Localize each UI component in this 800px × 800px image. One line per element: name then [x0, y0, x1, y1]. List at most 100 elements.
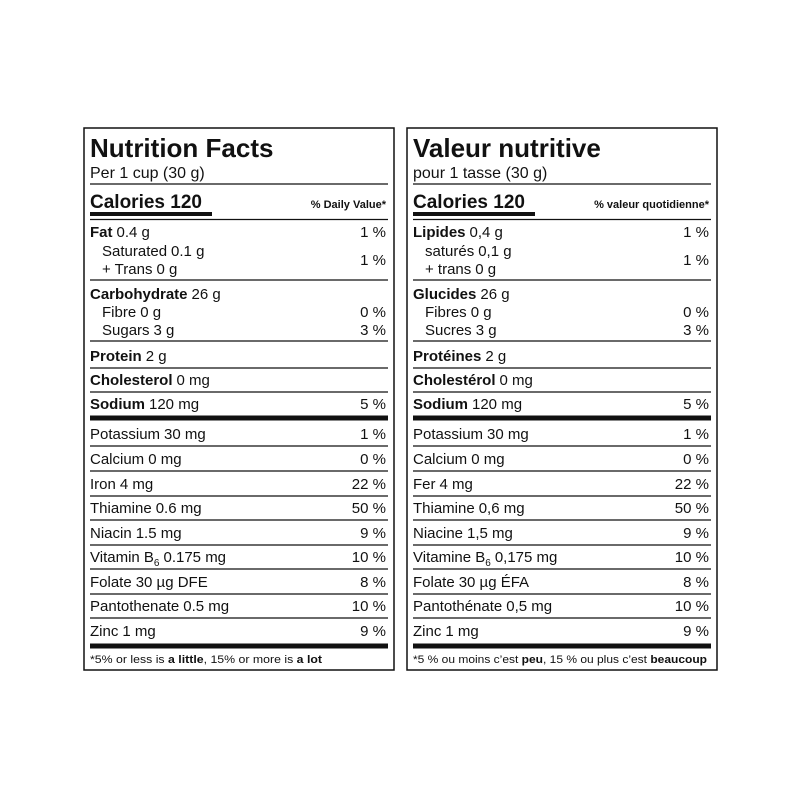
nutrient-amount: 26 g [480, 286, 509, 303]
nutrient: Niacin 1.5 mg [90, 525, 182, 542]
nutrient-amount: 0 mg [471, 451, 504, 468]
daily-value: 9 % [683, 623, 709, 640]
nutrient: Iron 4 mg [90, 476, 153, 493]
nutrient-amount: 26 g [192, 286, 221, 303]
nutrient-amount: 120 mg [472, 396, 522, 413]
nutrient-amount: 0 mg [148, 451, 181, 468]
daily-value: 0 % [683, 451, 709, 468]
nutrient: Zinc 1 mg [90, 623, 156, 640]
footnote: *5% or less is a little, 15% or more is … [90, 654, 322, 666]
nutrient-amount: 30 mg [487, 426, 529, 443]
nutrient-name: Fibres [425, 304, 467, 321]
nutrient-name: Potassium [90, 426, 160, 443]
daily-value: 8 % [360, 574, 386, 591]
daily-value: 10 % [352, 549, 386, 566]
nutrient-amount: 120 mg [149, 396, 199, 413]
dv-header: % Daily Value* [311, 199, 387, 211]
nutrient-amount: 1 mg [445, 623, 478, 640]
nutrient: Protein 2 g [90, 348, 167, 365]
nutrient-amount: 30 mg [164, 426, 206, 443]
nutrient: Sucres 3 g [425, 322, 497, 339]
nutrient: Fibres 0 g [425, 304, 492, 321]
nutrient: Thiamine 0.6 mg [90, 500, 202, 517]
nutrient-name: Sodium [413, 396, 468, 413]
nutrient: Vitamine B6 0,175 mg [413, 549, 557, 569]
calories-underline [90, 212, 212, 216]
nutrient-amount: 0,4 g [470, 224, 503, 241]
nutrient-amount: 0,175 mg [495, 549, 558, 566]
footnote-part: a little [168, 654, 204, 666]
nutrient-name: Protein [90, 348, 142, 365]
nutrient: Thiamine 0,6 mg [413, 500, 525, 517]
nutrient-name: Folate [413, 574, 455, 591]
daily-value: 50 % [675, 500, 709, 517]
daily-value: 50 % [352, 500, 386, 517]
nutrient: Fat 0.4 g [90, 224, 150, 241]
footnote-part: *5 % ou moins c’est [413, 654, 522, 666]
panel-title: Valeur nutritive [413, 133, 601, 163]
nutrient-name: Vitamine B [413, 549, 485, 566]
nutrient: Protéines 2 g [413, 348, 506, 365]
nutrient: Potassium 30 mg [413, 426, 529, 443]
nutrient-name: Lipides [413, 224, 466, 241]
nutrient: Pantothenate 0.5 mg [90, 598, 229, 615]
nutrient-amount: 0,5 mg [506, 598, 552, 615]
nutrient-name: Cholesterol [90, 372, 173, 389]
nutrient-amount: 3 g [476, 322, 497, 339]
dv-header: % valeur quotidienne* [594, 199, 710, 211]
daily-value: 10 % [675, 598, 709, 615]
nutrient-name: Folate [90, 574, 132, 591]
daily-value: 0 % [360, 304, 386, 321]
subscript: 6 [154, 558, 160, 569]
nutrient-name: Saturated [102, 243, 167, 260]
nutrient-amount: 0.175 mg [163, 549, 226, 566]
daily-value: 1 % [683, 426, 709, 443]
nutrient-name: Fat [90, 224, 113, 241]
nutrient: + trans 0 g [425, 261, 496, 278]
nutrient-name: Sucres [425, 322, 472, 339]
daily-value: 9 % [360, 623, 386, 640]
daily-value: 1 % [683, 252, 709, 269]
calories: Calories 120 [413, 192, 525, 213]
nutrient: saturés 0,1 g [425, 243, 512, 260]
nutrient-amount: 0 mg [177, 372, 210, 389]
daily-value: 5 % [683, 396, 709, 413]
nutrient-name: Thiamine [90, 500, 152, 517]
nutrient: Fer 4 mg [413, 476, 473, 493]
footnote-part: a lot [297, 654, 323, 666]
nutrient-amount: 1 mg [122, 623, 155, 640]
panel-title: Nutrition Facts [90, 133, 273, 163]
nutrient-name: Potassium [413, 426, 483, 443]
nutrient-amount: 0 g [475, 261, 496, 278]
footnote-part: , 15 % ou plus c’est [543, 654, 650, 666]
nutrient: Vitamin B6 0.175 mg [90, 549, 226, 569]
daily-value: 1 % [360, 224, 386, 241]
nutrient-amount: 4 mg [440, 476, 473, 493]
calories-underline [413, 212, 535, 216]
nutrient-name: Calcium [413, 451, 467, 468]
nutrient-name: Iron [90, 476, 116, 493]
nutrient-name: + Trans [102, 261, 152, 278]
nutrient-amount: 30 µg DFE [136, 574, 208, 591]
nutrient-amount: 1,5 mg [467, 525, 513, 542]
nutrient: + Trans 0 g [102, 261, 177, 278]
footnote-part: *5% or less is [90, 654, 168, 666]
nutrient-amount: 0.1 g [171, 243, 204, 260]
nutrient-name: Sugars [102, 322, 150, 339]
nutrient-name: Sodium [90, 396, 145, 413]
daily-value: 5 % [360, 396, 386, 413]
nutrient: Saturated 0.1 g [102, 243, 204, 260]
footnote-part: peu [522, 654, 543, 666]
nutrient-amount: 0.4 g [117, 224, 150, 241]
footnote-part: , 15% or more is [204, 654, 297, 666]
nutrient: Sodium 120 mg [413, 396, 522, 413]
daily-value: 9 % [360, 525, 386, 542]
panel-border [83, 127, 395, 671]
daily-value: 22 % [675, 476, 709, 493]
nutrient: Lipides 0,4 g [413, 224, 503, 241]
nutrient: Fibre 0 g [102, 304, 161, 321]
nutrient-name: Niacine [413, 525, 463, 542]
calories: Calories 120 [90, 192, 202, 213]
nutrient-name: Pantothénate [413, 598, 502, 615]
